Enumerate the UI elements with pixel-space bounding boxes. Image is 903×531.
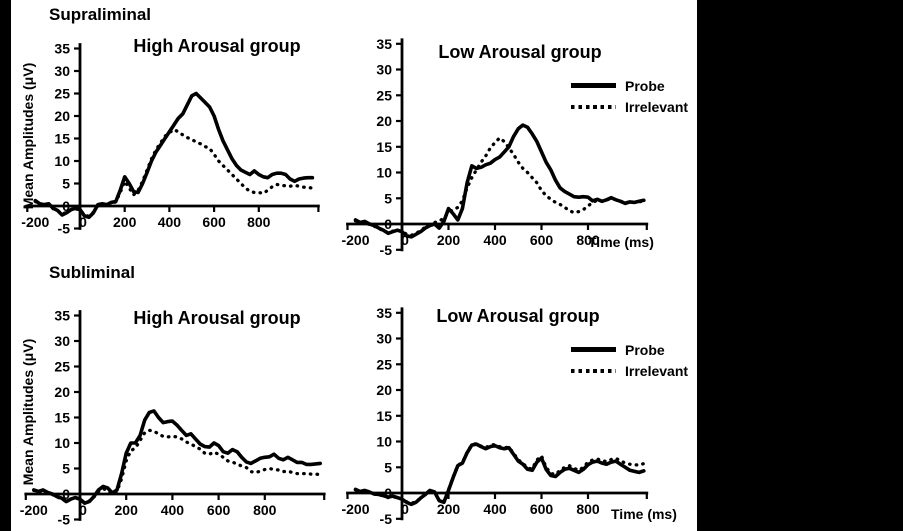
legend-item-probe: Probe	[571, 75, 688, 96]
y-tick-label: 10	[376, 434, 392, 450]
y-tick-label: 10	[54, 435, 70, 451]
y-tick-label: 30	[376, 331, 392, 347]
x-tick-label: 0	[401, 501, 409, 517]
legend-item-irrelevant: Irrelevant	[571, 96, 688, 117]
x-tick-label: 200	[437, 232, 461, 248]
x-tick-label: -200	[21, 214, 49, 230]
y-tick-label: 5	[384, 190, 392, 206]
section-heading-subliminal: Subliminal	[49, 263, 135, 282]
series-probe-line	[31, 409, 323, 506]
legend-item-probe: Probe	[571, 339, 688, 360]
y-tick-label: 30	[54, 63, 70, 79]
panel-title-subliminal-low: Low Arousal group	[436, 306, 600, 326]
y-tick-label: -5	[58, 512, 71, 528]
x-tick-label: 400	[483, 232, 507, 248]
x-tick-label: -200	[341, 501, 369, 517]
series-probe-line	[353, 123, 646, 239]
y-tick-label: 5	[62, 461, 70, 477]
series-irrelevant-line	[33, 127, 315, 218]
y-tick-label: 35	[376, 36, 392, 52]
y-tick-label: 30	[376, 62, 392, 78]
y-tick-label: 25	[376, 87, 392, 103]
irrelevant-line-swatch	[571, 368, 616, 373]
series-irrelevant-line	[353, 136, 646, 237]
probe-line-swatch	[571, 347, 616, 352]
y-tick-label: 15	[54, 410, 70, 426]
y-axis-label-bottom: Mean Amplitudes (μV)	[20, 338, 36, 486]
x-tick-label: 200	[115, 502, 139, 518]
y-tick-label: 30	[54, 333, 70, 349]
x-tick-label: 800	[253, 502, 277, 518]
legend-subliminal: Probe Irrelevant	[571, 339, 688, 381]
x-tick-label: 0	[401, 232, 409, 248]
y-tick-label: -5	[380, 511, 393, 527]
y-tick-label: 35	[54, 308, 70, 324]
x-tick-label: 400	[483, 501, 507, 517]
probe-line-swatch	[571, 83, 616, 88]
legend-label-probe: Probe	[625, 341, 665, 358]
legend-label-irrelevant: Irrelevant	[625, 362, 689, 379]
right-border-bar	[697, 0, 903, 531]
x-tick-label: 800	[576, 232, 600, 248]
x-tick-label: 600	[202, 214, 226, 230]
panel-title-subliminal-high: High Arousal group	[133, 308, 301, 328]
y-tick-label: 20	[376, 382, 392, 398]
y-tick-label: -5	[380, 242, 393, 258]
y-tick-label: 25	[54, 359, 70, 375]
x-tick-label: 600	[207, 502, 231, 518]
x-axis-label-top: Time (ms)	[588, 234, 654, 250]
series-irrelevant-line	[32, 428, 322, 505]
y-tick-label: 5	[384, 459, 392, 475]
y-tick-label: 20	[54, 108, 70, 124]
legend-supraliminal: Probe Irrelevant	[571, 75, 688, 117]
series-probe-line	[33, 91, 315, 220]
x-tick-label: 0	[79, 214, 87, 230]
left-border-bar	[0, 0, 11, 531]
x-tick-label: 400	[161, 502, 185, 518]
y-tick-label: 25	[376, 356, 392, 372]
x-axis-label-bottom: Time (ms)	[611, 506, 677, 522]
y-tick-label: -5	[58, 221, 71, 237]
panel-title-supraliminal-low: Low Arousal group	[438, 42, 602, 62]
series-irrelevant-line	[353, 441, 646, 505]
x-tick-label: 800	[576, 501, 600, 517]
series-probe-line	[353, 442, 646, 507]
y-tick-label: 20	[376, 113, 392, 129]
y-tick-label: 20	[54, 384, 70, 400]
y-tick-label: 35	[54, 41, 70, 57]
y-tick-label: 5	[62, 176, 70, 192]
legend-label-probe: Probe	[625, 77, 665, 94]
section-heading-supraliminal: Supraliminal	[49, 5, 152, 24]
y-tick-label: 15	[376, 408, 392, 424]
x-tick-label: 800	[247, 214, 271, 230]
y-tick-label: 10	[54, 153, 70, 169]
x-tick-label: 400	[158, 214, 182, 230]
legend-item-irrelevant: Irrelevant	[571, 360, 688, 381]
legend-label-irrelevant: Irrelevant	[625, 98, 689, 115]
y-tick-label: 35	[376, 305, 392, 321]
x-tick-label: 200	[437, 501, 461, 517]
x-tick-label: 200	[113, 214, 137, 230]
y-tick-label: 15	[54, 131, 70, 147]
y-axis-label-top: Mean Amplitudes (μV)	[20, 62, 36, 210]
y-tick-label: 25	[54, 86, 70, 102]
x-tick-label: 0	[79, 502, 87, 518]
x-tick-label: -200	[341, 232, 369, 248]
irrelevant-line-swatch	[571, 104, 616, 109]
x-tick-label: 600	[530, 232, 554, 248]
x-tick-label: -200	[20, 502, 48, 518]
panel-title-supraliminal-high: High Arousal group	[133, 36, 301, 56]
y-tick-label: 10	[376, 165, 392, 181]
y-tick-label: 15	[376, 139, 392, 155]
x-tick-label: 600	[530, 501, 554, 517]
